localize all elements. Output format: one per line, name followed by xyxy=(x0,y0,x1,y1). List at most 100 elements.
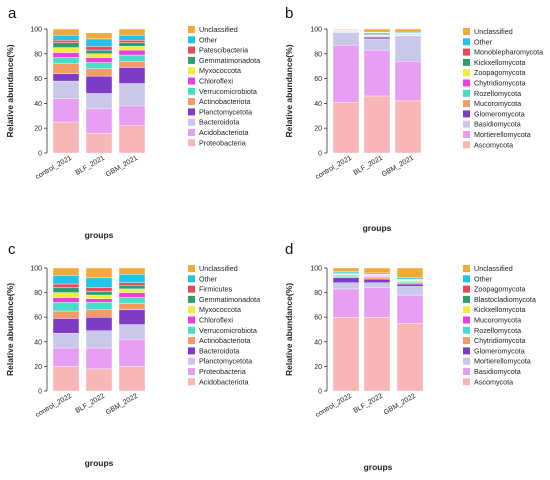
legend-swatch xyxy=(188,26,195,33)
legend-label: Other xyxy=(474,37,493,46)
legend-label: Blastocladiomycota xyxy=(474,295,536,304)
bar-segment xyxy=(85,108,113,134)
y-tick-label: 80 xyxy=(34,51,42,58)
bar-segment xyxy=(85,38,113,47)
y-tick-label: 20 xyxy=(34,364,42,371)
legend-label: Other xyxy=(199,35,218,44)
legend-label: Unclassified xyxy=(474,27,513,36)
bar-segment xyxy=(85,57,113,63)
legend-label: Actinobacteriota xyxy=(199,336,251,345)
bar-segment xyxy=(396,323,424,392)
bar-segment xyxy=(363,282,391,288)
bar-segment xyxy=(85,49,113,55)
bar-segment xyxy=(118,297,146,304)
y-axis-title: Relative abundance(%) xyxy=(5,283,15,376)
x-tick-label: control_2021 xyxy=(34,155,73,181)
legend-swatch xyxy=(463,131,470,138)
y-tick-label: 60 xyxy=(34,315,42,322)
legend-swatch xyxy=(463,326,470,334)
bar-segment xyxy=(363,95,391,154)
bar-segment xyxy=(118,67,146,84)
legend-label: Chytridiomycota xyxy=(474,79,526,88)
bar-segment xyxy=(394,28,422,33)
x-tick-label: BLF_2022 xyxy=(353,393,385,415)
legend-swatch xyxy=(463,48,470,56)
bar-segment xyxy=(52,287,80,293)
legend-swatch xyxy=(188,295,195,303)
bar-segment xyxy=(52,80,80,99)
x-tick-label: GBM_2021 xyxy=(381,155,415,179)
legend-label: Rozellomycota xyxy=(474,89,521,98)
bar-segment xyxy=(332,277,360,283)
legend-label: Chloroflexi xyxy=(199,77,233,86)
bar-segment xyxy=(118,54,146,62)
bar-segment xyxy=(118,303,146,311)
bar-segment xyxy=(118,42,146,47)
legend-swatch xyxy=(463,368,470,375)
y-axis-title: Relative abundance(%) xyxy=(5,44,15,137)
legend-label: Planctomycetota xyxy=(199,357,252,366)
bar-segment xyxy=(363,38,391,51)
bar-segment xyxy=(52,73,80,82)
bar-segment xyxy=(52,267,80,276)
legend-label: Monoblepharomycota xyxy=(474,48,543,57)
bar-segment xyxy=(118,46,146,51)
legend-label: Ascomycota xyxy=(474,140,513,149)
legend-label: Mortierellomycota xyxy=(474,130,531,139)
bar-segment xyxy=(85,132,113,154)
legend-swatch xyxy=(463,28,470,35)
legend-swatch xyxy=(188,378,195,386)
legend-swatch xyxy=(188,118,195,126)
bar-segment xyxy=(85,62,113,69)
bar-segment xyxy=(396,283,424,287)
bar-segment xyxy=(363,28,391,33)
bar-segment xyxy=(52,366,80,392)
legend-swatch xyxy=(463,265,470,272)
legend-label: Mortierellomycota xyxy=(474,357,531,366)
y-tick-label: 80 xyxy=(314,51,322,58)
legend-label: Glomeromycota xyxy=(474,346,525,355)
bar-segment xyxy=(85,287,113,292)
x-tick-label: GBM_2021 xyxy=(105,155,139,179)
legend-swatch xyxy=(463,120,470,128)
bar-segment xyxy=(396,294,424,324)
legend-label: Basidiomycota xyxy=(474,120,521,129)
bar-segment xyxy=(118,267,146,275)
bar-segment xyxy=(332,44,360,103)
bar-segment xyxy=(118,28,146,36)
legend-swatch xyxy=(188,139,195,147)
bar-segment xyxy=(394,61,422,102)
bar-segment xyxy=(52,57,80,64)
bar-segment xyxy=(363,36,391,40)
bar-segment xyxy=(85,298,113,303)
y-tick-label: 100 xyxy=(310,266,322,273)
bar-segment xyxy=(118,339,146,367)
panel-letter: d xyxy=(285,241,293,258)
y-tick-label: 80 xyxy=(314,290,322,297)
bar-segment xyxy=(363,317,391,392)
legend-swatch xyxy=(463,337,470,345)
bar-segment xyxy=(332,317,360,392)
y-tick-label: 0 xyxy=(38,151,42,158)
x-axis-title: groups xyxy=(85,230,114,240)
bar-segment xyxy=(118,105,146,126)
x-axis-title: groups xyxy=(364,462,393,472)
bar-segment xyxy=(85,277,113,288)
bar-segment xyxy=(396,286,424,296)
legend-label: Zoopagomycota xyxy=(474,68,526,77)
bar-segment xyxy=(118,282,146,286)
legend-label: Verrucomicrobiota xyxy=(199,326,257,335)
legend-label: Other xyxy=(474,274,493,283)
bar-segment xyxy=(52,332,80,349)
bar-segment xyxy=(118,35,146,41)
legend-label: Ascomycota xyxy=(474,377,513,386)
bar-segment xyxy=(118,292,146,298)
y-tick-label: 100 xyxy=(30,27,42,34)
x-tick-label: GBM_2022 xyxy=(105,393,139,417)
legend-label: Rozellomycota xyxy=(474,326,521,335)
bar-segment xyxy=(85,46,113,51)
legend-swatch xyxy=(463,58,470,66)
panel-letter: b xyxy=(285,5,293,22)
legend-swatch xyxy=(188,77,195,85)
